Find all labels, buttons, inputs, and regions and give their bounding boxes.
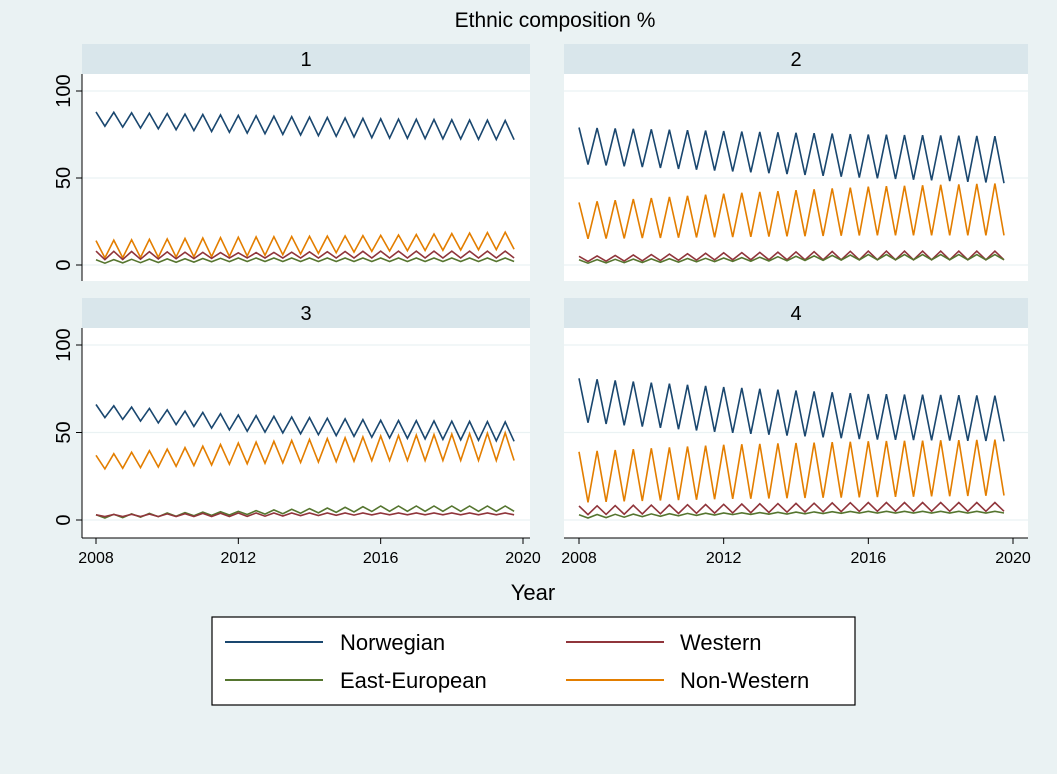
x-tick-label: 2016 <box>363 550 399 567</box>
legend-label-norwegian: Norwegian <box>340 630 445 655</box>
panel-strip <box>564 298 1028 328</box>
chart-title: Ethnic composition % <box>455 9 656 32</box>
x-tick-label: 2020 <box>505 550 541 567</box>
series-line-norwegian <box>95 110 515 142</box>
panel-label: 3 <box>300 303 311 325</box>
panel-strip <box>564 44 1028 74</box>
panel-label: 2 <box>790 49 801 71</box>
panels-layer: 1 0 50 100 2 3 0 50 100 2008 2012 2016 2020 4 2008 2012… <box>53 44 1031 567</box>
panel-label: 1 <box>300 49 311 71</box>
legend-label-western: Western <box>680 630 762 655</box>
series-line-norwegian <box>95 404 515 443</box>
y-tick-label: 50 <box>53 421 75 443</box>
y-tick-label: 100 <box>53 74 75 107</box>
x-tick-label: 2012 <box>706 550 742 567</box>
y-tick-label: 100 <box>53 328 75 361</box>
y-tick-label: 0 <box>53 259 75 270</box>
series-line-norwegian <box>578 378 1005 442</box>
y-tick-label: 0 <box>53 514 75 525</box>
series-line-east-european <box>578 510 1005 519</box>
series-line-non-western <box>95 230 515 260</box>
series-line-western <box>95 250 515 261</box>
panel-strip <box>82 44 530 74</box>
legend: Norwegian Western East-European Non-West… <box>211 616 856 706</box>
legend-label-non-western: Non-Western <box>680 668 809 693</box>
panel-3: 3 0 50 100 2008 2012 2016 2020 <box>53 298 541 567</box>
series-line-east-european <box>95 257 515 265</box>
series-line-non-western <box>95 430 515 471</box>
series-line-western <box>578 501 1005 516</box>
y-tick-label: 50 <box>53 167 75 189</box>
x-tick-label: 2008 <box>561 550 597 567</box>
series-line-east-european <box>578 253 1005 265</box>
series-line-non-western <box>578 439 1005 503</box>
x-tick-label: 2012 <box>221 550 257 567</box>
legend-box <box>211 616 856 706</box>
series-line-non-western <box>578 183 1005 239</box>
legend-label-east-european: East-European <box>340 668 487 693</box>
x-tick-label: 2020 <box>995 550 1031 567</box>
panel-strip <box>82 298 530 328</box>
series-line-norwegian <box>578 127 1005 184</box>
panel-label: 4 <box>790 303 801 325</box>
x-tick-label: 2016 <box>851 550 887 567</box>
panel-1: 1 0 50 100 <box>53 44 530 281</box>
x-tick-label: 2008 <box>78 550 114 567</box>
series-line-western <box>95 512 515 518</box>
panel-4: 4 2008 2012 2016 2020 <box>561 298 1031 567</box>
panel-2: 2 <box>564 44 1028 281</box>
x-axis-label: Year <box>511 580 555 605</box>
